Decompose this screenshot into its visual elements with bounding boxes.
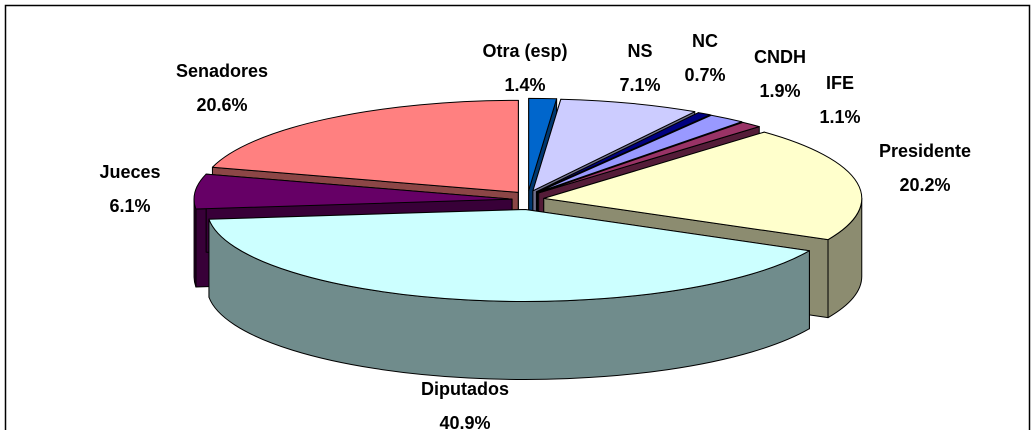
slice xyxy=(532,98,696,192)
slice-label: NS xyxy=(627,41,652,61)
slice-label: IFE xyxy=(826,73,854,93)
slice xyxy=(543,131,863,241)
slice xyxy=(208,208,810,302)
slice-value-label: 0.7% xyxy=(684,65,725,85)
slice-value-label: 6.1% xyxy=(109,196,150,216)
labels: Otra (esp) 1.4% NS 7.1% NC 0.7% CNDH 1.9% IFE 1.1… xyxy=(99,31,971,430)
pie-tops xyxy=(193,97,863,302)
slice-value-label: 1.4% xyxy=(504,75,545,95)
slice-label: Presidente xyxy=(879,141,971,161)
slice-value-label: 1.1% xyxy=(819,107,860,127)
slice-value-label: 20.2% xyxy=(899,175,950,195)
slice-label: Otra (esp) xyxy=(482,41,567,61)
slice-wall xyxy=(193,198,197,288)
slice-label: NC xyxy=(692,31,718,51)
slice-label: Senadores xyxy=(176,61,268,81)
slice-value-label: 7.1% xyxy=(619,75,660,95)
slice-label: Jueces xyxy=(99,162,160,182)
slice-label: Diputados xyxy=(421,379,509,399)
slice xyxy=(528,97,558,191)
slice-label: CNDH xyxy=(754,47,806,67)
slice xyxy=(538,121,760,194)
slice xyxy=(193,173,513,210)
slice-value-label: 1.9% xyxy=(759,81,800,101)
slice xyxy=(535,112,711,193)
slice-value-label: 40.9% xyxy=(439,413,490,430)
slice xyxy=(537,114,743,193)
slice xyxy=(211,99,519,193)
slice-value-label: 20.6% xyxy=(196,95,247,115)
